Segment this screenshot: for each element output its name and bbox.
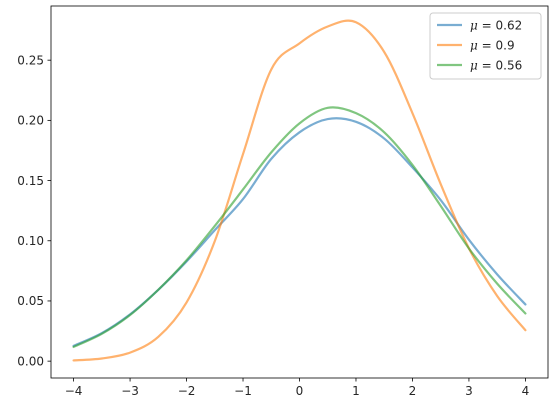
- x-tick-label: 2: [409, 384, 417, 398]
- y-tick-label: 0.15: [17, 174, 44, 188]
- x-tick-label: −4: [65, 384, 83, 398]
- legend-entry-2: μ = 0.9: [470, 38, 515, 52]
- x-tick-label: 4: [522, 384, 530, 398]
- x-axis: −4 −3 −2 −1 0 1 2 3 4: [65, 378, 529, 398]
- series-line-2: [72, 19, 527, 362]
- y-tick-label: 0.00: [17, 354, 44, 368]
- y-tick-label: 0.10: [17, 234, 44, 248]
- y-tick-label: 0.05: [17, 294, 44, 308]
- legend-entry-3: μ = 0.56: [470, 58, 522, 72]
- legend-entry-1: μ = 0.62: [470, 18, 522, 32]
- x-tick-label: 0: [296, 384, 304, 398]
- y-tick-label: 0.25: [17, 53, 44, 67]
- x-tick-label: −3: [121, 384, 139, 398]
- y-axis: 0.00 0.05 0.10 0.15 0.20 0.25: [17, 53, 51, 368]
- legend-box: [429, 12, 542, 80]
- x-tick-label: −2: [178, 384, 196, 398]
- y-tick-label: 0.20: [17, 114, 44, 128]
- x-tick-label: 1: [352, 384, 360, 398]
- legend: μ = 0.62 μ = 0.9 μ = 0.56: [429, 12, 542, 80]
- x-tick-label: 3: [465, 384, 473, 398]
- series-line-3: [72, 106, 527, 349]
- x-tick-label: −1: [234, 384, 252, 398]
- series-lines: [72, 19, 527, 362]
